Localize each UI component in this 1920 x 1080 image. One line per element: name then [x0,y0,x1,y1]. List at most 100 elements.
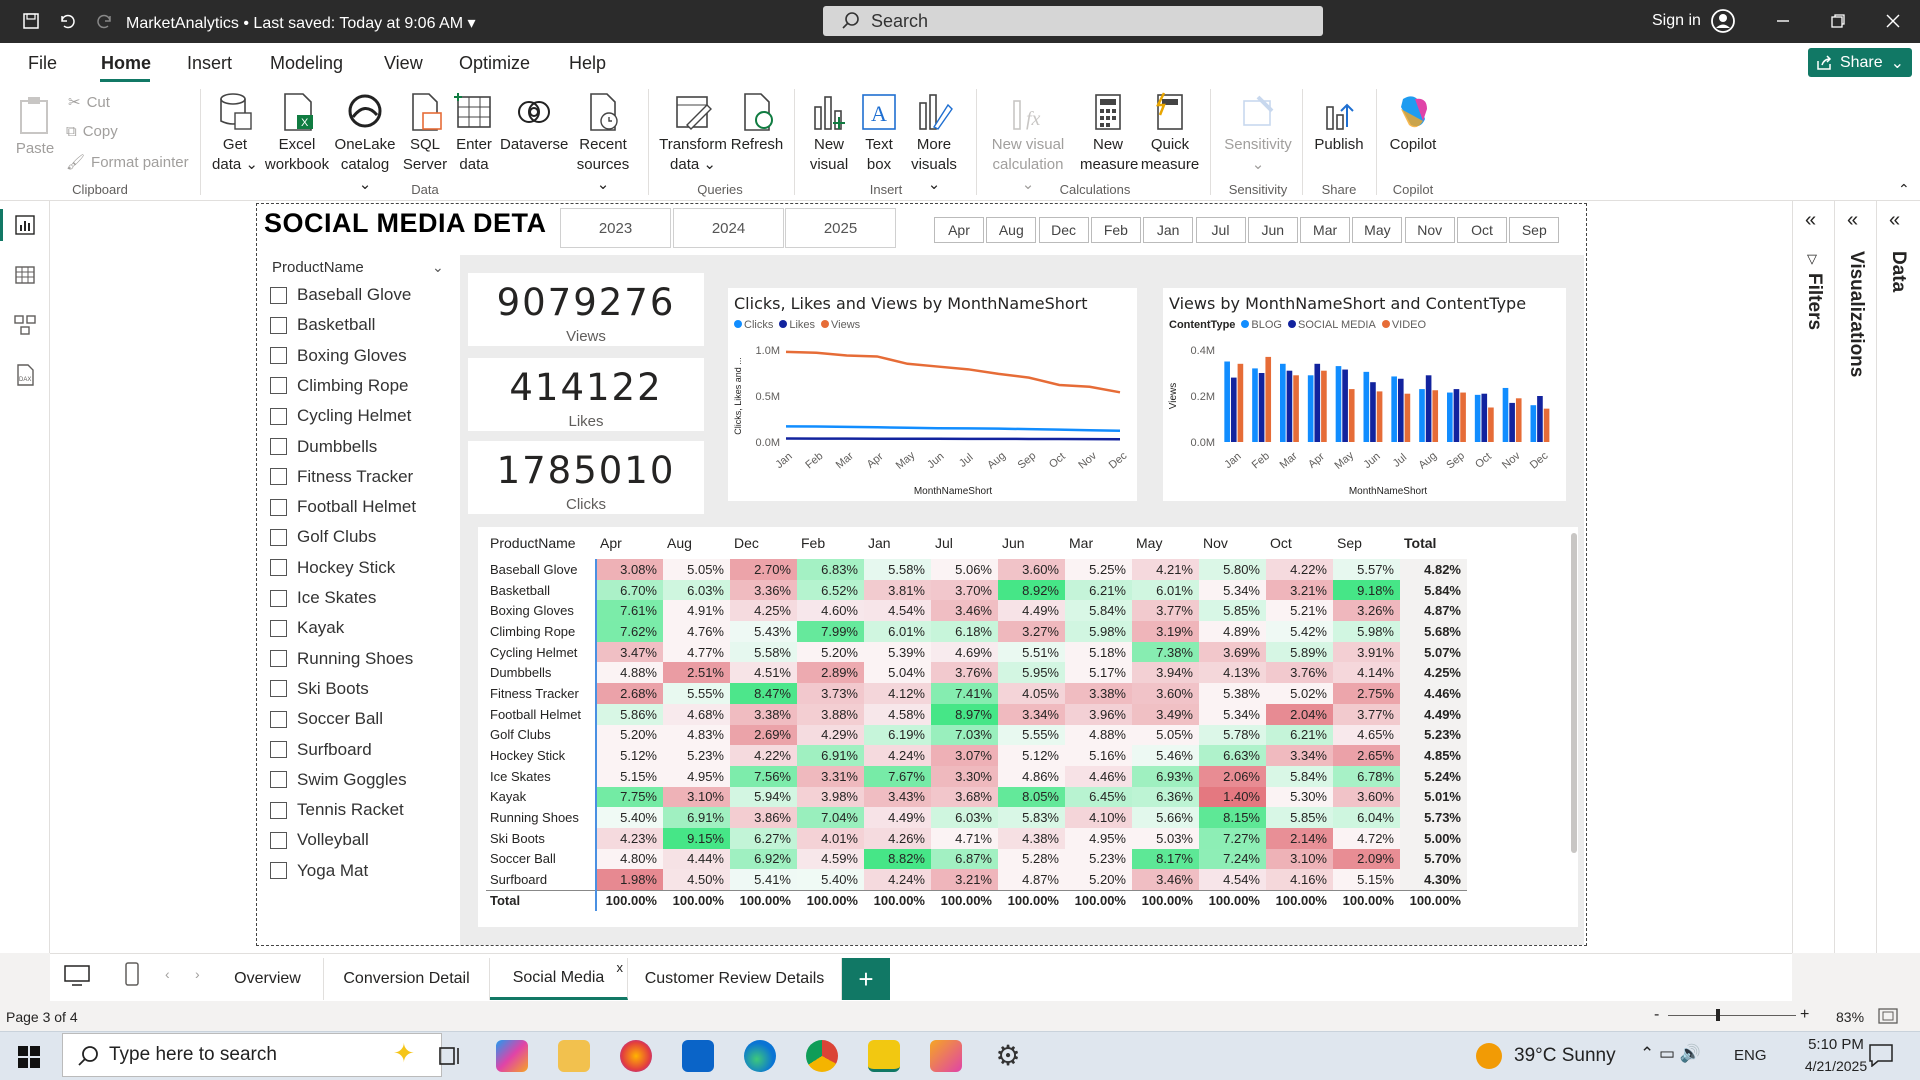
checkbox[interactable] [270,862,287,880]
file-explorer-icon[interactable] [558,1040,590,1072]
taskbar-search[interactable]: Type here to search ✦ [62,1033,442,1077]
table-row[interactable]: Soccer Ball 4.80% 4.44% 6.92% 4.59% 8.82% 6.87… [486,848,1467,870]
slicer-item[interactable]: Running Shoes [270,649,413,669]
chevron-down-icon[interactable]: ⌄ [432,259,444,275]
chevron-down-icon[interactable]: ▾ [467,15,476,32]
copilot-button[interactable]: Copilot [1384,91,1442,155]
table-row[interactable]: Hockey Stick 5.12% 5.23% 4.22% 6.91% 4.24% 3.0… [486,745,1467,766]
onelake-catalog-button[interactable]: OneLake catalog ⌄ [334,91,396,195]
dataverse-button[interactable]: Dataverse [500,91,568,155]
slicer-item[interactable]: Yoga Mat [270,861,368,881]
close-tab-icon[interactable]: x [616,960,624,975]
desktop-layout-icon[interactable] [64,964,90,988]
checkbox[interactable] [270,589,287,607]
slicer-item[interactable]: Basketball [270,315,375,335]
table-row[interactable]: Cycling Helmet 3.47% 4.77% 5.58% 5.20% 5.39% 4… [486,641,1467,663]
weather-text[interactable]: 39°C Sunny [1514,1045,1616,1066]
column-header[interactable]: Apr [600,535,622,551]
checkbox[interactable] [270,831,287,849]
checkbox[interactable] [270,619,287,637]
table-row[interactable]: Basketball 6.70% 6.03% 3.36% 6.52% 3.81% 3.70%… [486,579,1467,601]
column-header[interactable]: Mar [1069,535,1094,551]
settings-icon[interactable]: ⚙ [995,1040,1021,1071]
table-row[interactable]: Fitness Tracker 2.68% 5.55% 8.47% 3.73% 4.12%… [486,683,1467,704]
expand-filters-icon[interactable]: « [1805,209,1817,231]
zoom-slider[interactable] [1668,1015,1796,1016]
column-header[interactable]: ProductName [490,535,576,551]
clicks-card[interactable]: 1785010 Clicks [468,441,704,514]
table-row[interactable]: Football Helmet 5.86% 4.68% 3.38% 3.88% 4.58%… [486,703,1467,725]
table-row[interactable]: Boxing Gloves 7.61% 4.91% 4.25% 4.60% 4.54% 3.… [486,600,1467,622]
column-header[interactable]: Total [1404,535,1437,551]
snipping-tool-icon[interactable] [930,1040,962,1072]
more-visuals-button[interactable]: More visuals ⌄ [904,91,964,195]
checkbox[interactable] [270,347,287,365]
tab-conversion-detail[interactable]: Conversion Detail [324,958,490,1000]
month-slicer-sep[interactable]: Sep [1509,217,1560,243]
matrix-scrollbar[interactable] [1571,533,1577,853]
publish-button[interactable]: Publish [1310,91,1368,155]
zoom-out-icon[interactable]: - [1654,1006,1660,1023]
slicer-item[interactable]: Cycling Helmet [270,406,411,426]
month-slicer-aug[interactable]: Aug [986,217,1037,243]
bar-chart[interactable]: Views by MonthNameShort and ContentType … [1163,288,1566,501]
slicer-item[interactable]: Volleyball [270,830,369,850]
copilot-taskbar-icon[interactable] [496,1040,528,1072]
table-row[interactable]: Ice Skates 5.15% 4.95% 7.56% 3.31% 7.67% 3.30%… [486,765,1467,787]
slicer-item[interactable]: Tennis Racket [270,800,404,820]
slicer-item[interactable]: Kayak [270,618,344,638]
sign-in-link[interactable]: Sign in [1652,12,1701,29]
copy-button[interactable]: ⧉ Copy [66,123,118,140]
column-header[interactable]: Jan [868,535,891,551]
views-card[interactable]: 9079276 Views [468,273,704,346]
text-box-button[interactable]: A Text box [856,91,902,175]
checkbox[interactable] [270,801,287,819]
engagement-matrix[interactable]: ProductName Apr Aug Dec Feb Jan Jul Jun Mar May No… [478,527,1578,927]
avatar-icon[interactable] [1710,8,1736,34]
data-pane[interactable]: « Data [1876,201,1920,953]
menu-view[interactable]: View [384,53,423,73]
checkbox[interactable] [270,559,287,577]
month-slicer-jan[interactable]: Jan [1143,217,1194,243]
menu-optimize[interactable]: Optimize [459,53,531,73]
checkbox[interactable] [270,528,287,546]
table-row[interactable]: Kayak 7.75% 3.10% 5.94% 3.98% 3.43% 3.68% 8.05%… [486,786,1467,808]
slicer-item[interactable]: Climbing Rope [270,376,409,396]
recent-sources-button[interactable]: Recent sources ⌄ [570,91,636,195]
format-painter-button[interactable]: 🖌 Format painter [66,153,189,172]
filters-pane[interactable]: « ▽ Filters [1792,201,1834,953]
column-header[interactable]: Feb [801,535,826,551]
zoom-in-icon[interactable]: + [1800,1006,1810,1023]
expand-visualizations-icon[interactable]: « [1847,209,1859,231]
column-header[interactable]: Nov [1203,535,1228,551]
menu-home[interactable]: Home [101,53,152,73]
task-view-icon[interactable] [434,1040,466,1072]
redo-icon[interactable] [92,8,118,34]
checkbox[interactable] [270,407,287,425]
outlook-icon[interactable] [682,1040,714,1072]
checkbox[interactable] [270,771,287,789]
table-row[interactable]: Ski Boots 4.23% 9.15% 6.27% 4.01% 4.26% 4.71% 4… [486,827,1467,849]
table-row[interactable]: Climbing Rope 7.62% 4.76% 5.43% 7.99% 6.01% 6.… [486,621,1467,642]
slicer-item[interactable]: Baseball Glove [270,285,411,305]
month-slicer-mar[interactable]: Mar [1300,217,1351,243]
table-row[interactable]: Running Shoes 5.40% 6.91% 3.86% 7.04% 4.49% 6.… [486,807,1467,828]
minimize-icon[interactable] [1770,8,1796,34]
column-header[interactable]: Jul [935,535,953,551]
checkbox[interactable] [270,680,287,698]
checkbox[interactable] [270,710,287,728]
notifications-icon[interactable] [1868,1043,1894,1067]
expand-data-icon[interactable]: « [1889,209,1901,231]
menu-help[interactable]: Help [569,53,607,73]
month-slicer-jul[interactable]: Jul [1195,217,1246,243]
model-view-icon[interactable] [13,313,37,337]
slicer-item[interactable]: Golf Clubs [270,527,376,547]
checkbox[interactable] [270,741,287,758]
column-header[interactable]: May [1136,535,1163,551]
firefox-icon[interactable] [620,1040,652,1072]
checkbox[interactable] [270,377,287,395]
year-slicer-2025[interactable]: 2025 [785,208,896,248]
edge-icon[interactable] [744,1040,776,1072]
column-header[interactable]: Sep [1337,535,1362,551]
likes-card[interactable]: 414122 Likes [468,358,704,431]
